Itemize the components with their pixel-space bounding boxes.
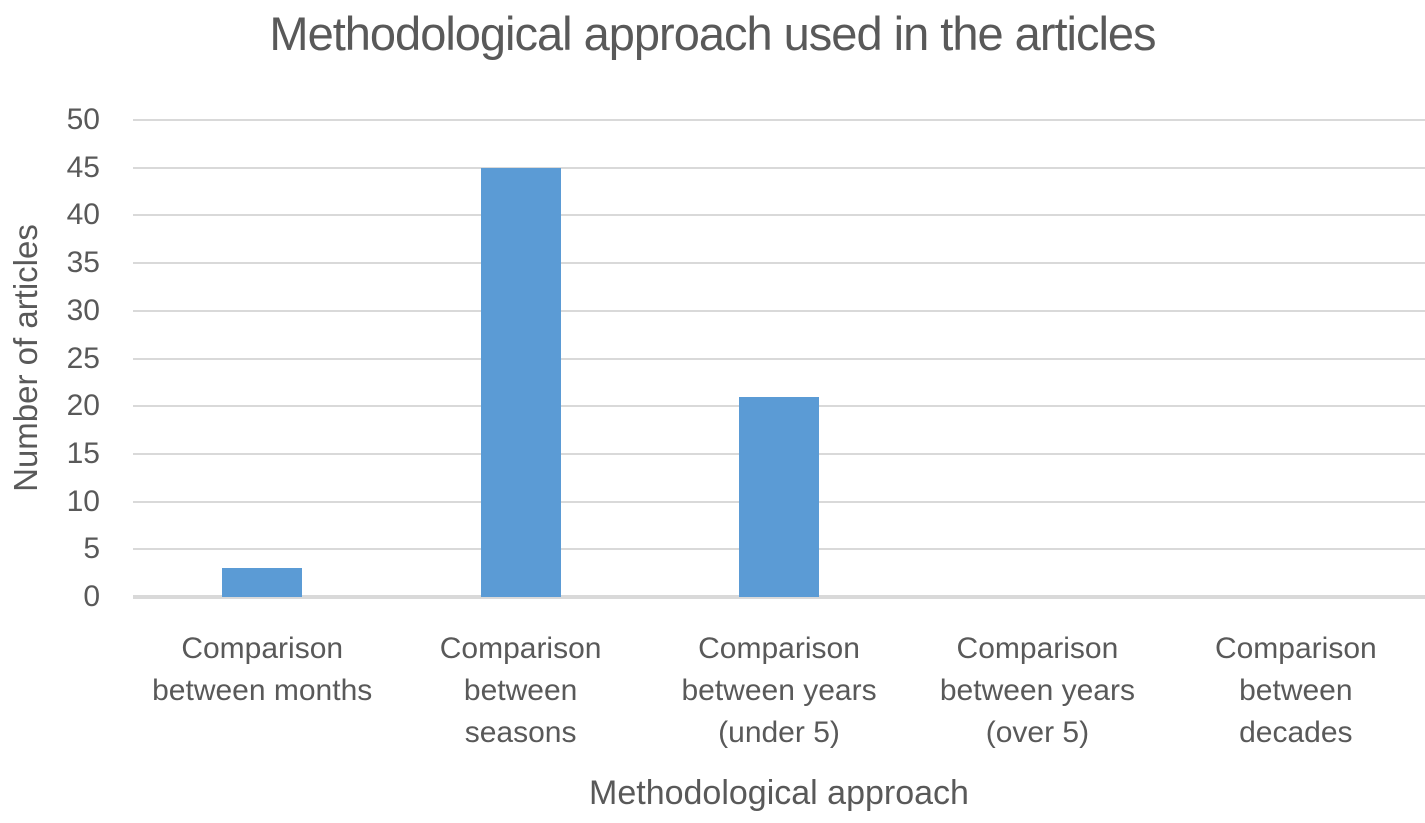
x-category-cell: Comparison between seasons xyxy=(391,628,649,754)
bar-1 xyxy=(222,568,303,597)
y-axis-ticks: 0 5 10 15 20 25 30 35 40 45 50 xyxy=(0,105,100,612)
y-tick-label: 25 xyxy=(66,341,100,375)
gridline xyxy=(133,309,1425,312)
x-category-cell: Comparison between decades xyxy=(1167,628,1425,754)
gridline xyxy=(133,166,1425,169)
x-axis-labels: Comparison between months Comparison betw… xyxy=(133,628,1425,754)
gridline xyxy=(133,214,1425,217)
gridline xyxy=(133,357,1425,360)
x-category-label: Comparison between years (under 5) xyxy=(681,632,877,749)
y-tick-label: 30 xyxy=(66,293,100,327)
y-tick-label: 50 xyxy=(66,103,100,136)
y-tick-label: 5 xyxy=(83,532,100,566)
y-tick-label: 35 xyxy=(66,246,100,280)
x-category-cell: Comparison between months xyxy=(133,628,391,754)
y-tick-label: 15 xyxy=(66,436,100,470)
y-tick-label: 10 xyxy=(66,484,100,518)
bar-2 xyxy=(480,167,561,597)
x-category-label: Comparison between seasons xyxy=(439,632,602,749)
x-category-label: Comparison between decades xyxy=(1214,632,1377,749)
x-axis-line xyxy=(133,595,1425,599)
bar-3 xyxy=(739,396,819,597)
y-tick-label: 40 xyxy=(66,198,100,232)
x-category-label: Comparison between months xyxy=(152,632,373,707)
x-axis-title: Methodological approach xyxy=(589,774,969,812)
x-category-cell: Comparison between years (over 5) xyxy=(908,628,1166,754)
y-tick-label: 20 xyxy=(66,389,100,423)
plot-area xyxy=(133,119,1425,599)
gridline xyxy=(133,262,1425,265)
y-tick-label: 45 xyxy=(66,150,100,184)
x-category-label: Comparison between years (over 5) xyxy=(939,632,1135,749)
gridline xyxy=(133,119,1425,121)
x-category-cell: Comparison between years (under 5) xyxy=(650,628,908,754)
y-tick-label: 0 xyxy=(83,580,100,613)
chart-title: Methodological approach used in the arti… xyxy=(269,7,1156,60)
